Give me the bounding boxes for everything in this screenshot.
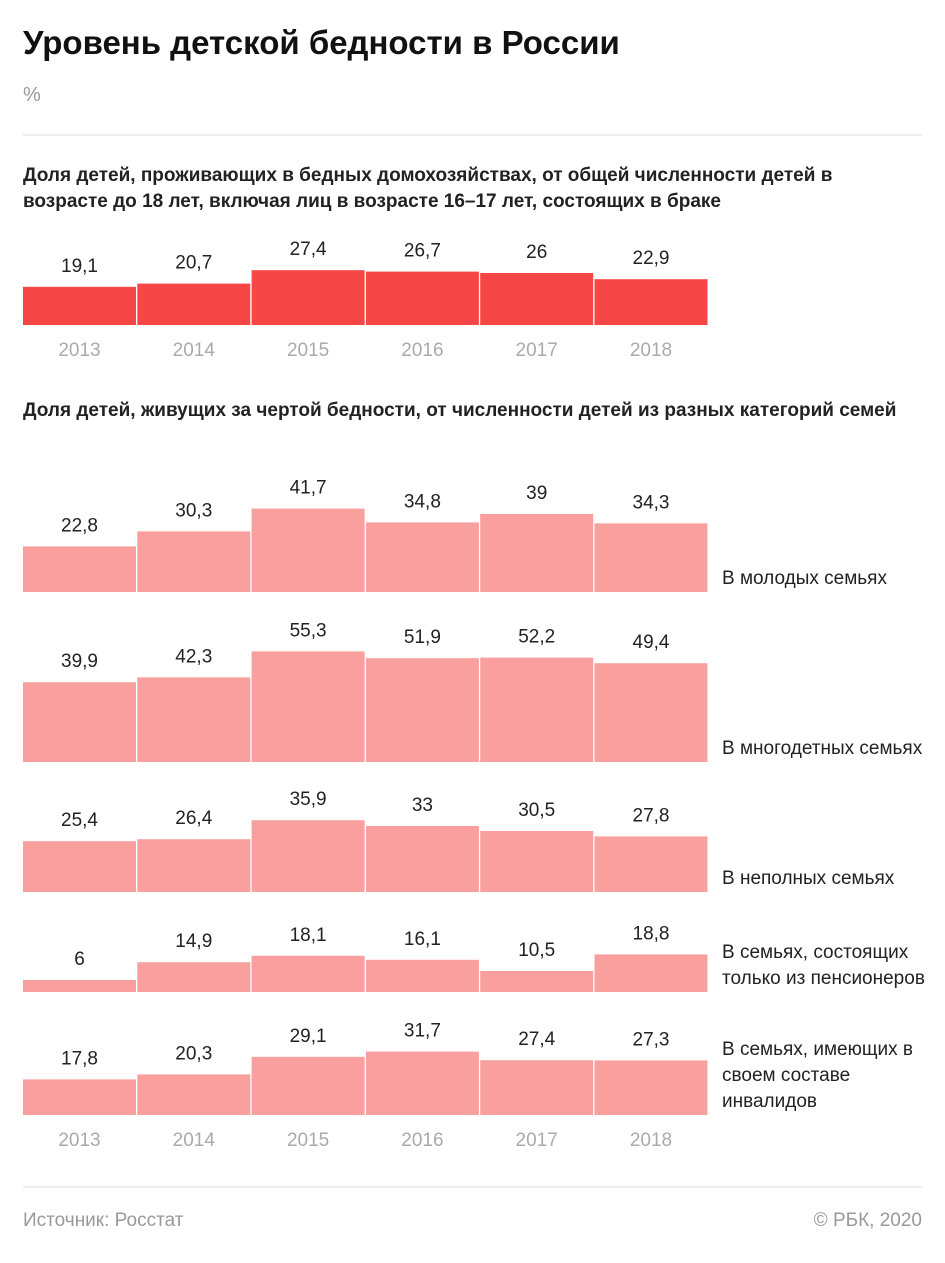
bar	[480, 514, 594, 592]
series-label: В молодых семьях	[722, 568, 887, 589]
series-label: В неполных семьях	[722, 868, 895, 889]
bar	[480, 831, 594, 892]
value-label: 6	[74, 949, 85, 970]
bar	[365, 271, 479, 325]
bar	[137, 1074, 251, 1115]
value-label: 30,5	[518, 800, 555, 821]
value-label: 16,1	[404, 929, 441, 950]
value-label: 19,1	[61, 256, 98, 277]
x-tick-label: 2018	[630, 340, 672, 361]
value-label: 10,5	[518, 940, 555, 961]
bar	[251, 508, 365, 592]
x-tick-label: 2014	[173, 340, 216, 361]
value-label: 27,3	[633, 1029, 670, 1050]
value-label: 14,9	[175, 931, 212, 952]
value-label: 41,7	[290, 478, 327, 499]
x-tick-label: 2014	[173, 1130, 216, 1151]
bar	[23, 286, 136, 325]
value-label: 30,3	[175, 500, 212, 521]
value-label: 18,1	[290, 925, 327, 946]
bar	[594, 279, 708, 325]
value-label: 26	[526, 242, 547, 263]
bar	[365, 1051, 479, 1115]
x-tick-label: 2015	[287, 340, 329, 361]
value-label: 27,4	[518, 1029, 555, 1050]
bar	[137, 839, 251, 892]
copyright: © РБК, 2020	[813, 1210, 922, 1231]
value-label: 17,8	[61, 1048, 98, 1069]
bar	[23, 1079, 136, 1115]
value-label: 27,4	[290, 239, 327, 260]
chart-title: Доля детей, живущих за чертой бедности, …	[23, 400, 897, 421]
x-tick-label: 2013	[58, 1130, 100, 1151]
series-label: В многодетных семьях	[722, 738, 923, 759]
bar	[594, 954, 708, 992]
x-tick-label: 2015	[287, 1130, 329, 1151]
value-label: 35,9	[290, 789, 327, 810]
chart-title: Доля детей, проживающих в бедных домохоз…	[23, 165, 833, 212]
bar	[137, 677, 251, 762]
value-label: 55,3	[290, 620, 327, 641]
series-label: В семьях, имеющих в своем составе инвали…	[722, 1039, 913, 1112]
value-label: 26,4	[175, 808, 212, 829]
bar	[480, 273, 594, 325]
bar	[137, 283, 251, 325]
value-label: 22,8	[61, 515, 98, 536]
value-label: 31,7	[404, 1021, 441, 1042]
value-label: 20,3	[175, 1043, 212, 1064]
bar	[365, 959, 479, 992]
value-label: 22,9	[633, 248, 670, 269]
bar	[251, 270, 365, 325]
bar	[251, 1056, 365, 1115]
x-tick-label: 2017	[516, 1130, 558, 1151]
value-label: 34,3	[633, 492, 670, 513]
bar	[251, 820, 365, 892]
value-label: 39,9	[61, 651, 98, 672]
value-label: 39	[526, 483, 547, 504]
x-tick-label: 2016	[401, 1130, 443, 1151]
bar	[251, 651, 365, 762]
bar	[23, 841, 136, 892]
bar	[480, 971, 594, 992]
value-label: 51,9	[404, 627, 441, 648]
bar	[23, 980, 136, 992]
value-label: 20,7	[175, 253, 212, 274]
bar	[23, 546, 136, 592]
value-label: 27,8	[633, 805, 670, 826]
value-label: 42,3	[175, 646, 212, 667]
bar	[365, 658, 479, 762]
value-label: 34,8	[404, 491, 441, 512]
bar	[137, 531, 251, 592]
bar	[365, 826, 479, 892]
x-tick-label: 2016	[401, 340, 443, 361]
series-label: В семьях, состоящих только из пенсионеро…	[722, 942, 925, 989]
bar	[594, 523, 708, 592]
bar	[594, 836, 708, 892]
value-label: 18,8	[633, 923, 670, 944]
bar	[251, 955, 365, 992]
source: Источник: Росстат	[23, 1210, 184, 1231]
title: Уровень детской бедности в России	[23, 24, 620, 61]
x-tick-label: 2013	[58, 340, 100, 361]
x-tick-label: 2018	[630, 1130, 672, 1151]
value-label: 25,4	[61, 810, 98, 831]
value-label: 29,1	[290, 1026, 327, 1047]
value-label: 33	[412, 795, 433, 816]
value-label: 52,2	[518, 627, 555, 648]
value-label: 49,4	[633, 632, 670, 653]
bar	[23, 682, 136, 762]
subtitle: %	[23, 84, 41, 106]
bar	[365, 522, 479, 592]
x-tick-label: 2017	[516, 340, 558, 361]
bar	[480, 1060, 594, 1115]
bar	[137, 962, 251, 992]
bar	[594, 663, 708, 762]
value-label: 26,7	[404, 241, 441, 262]
bar	[594, 1060, 708, 1115]
bar	[480, 657, 594, 762]
